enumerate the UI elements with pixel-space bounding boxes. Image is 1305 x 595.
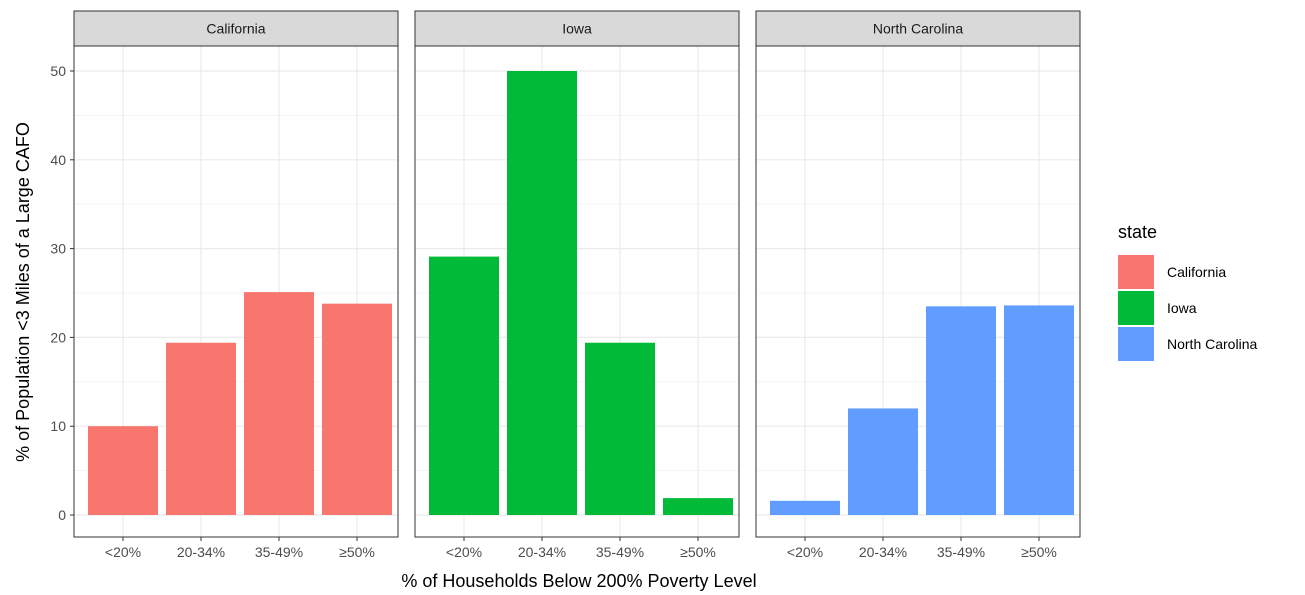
bar-iowa-3 bbox=[663, 498, 733, 515]
facet-panel-north-carolina: North Carolina <20% 20-34% 35-49% ≥50% bbox=[755, 10, 1081, 560]
legend-label: Iowa bbox=[1167, 300, 1197, 316]
legend-swatch-north-carolina bbox=[1118, 327, 1154, 361]
facet-strip-label: Iowa bbox=[562, 21, 592, 37]
legend-label: California bbox=[1167, 264, 1226, 280]
bar-california-2 bbox=[244, 292, 314, 515]
x-tick-label: ≥50% bbox=[680, 544, 716, 560]
panel-border bbox=[73, 45, 399, 538]
bar-california-0 bbox=[88, 426, 158, 515]
facet-panel-california: California <20% 20-34% 35-49% ≥50% bbox=[73, 10, 399, 560]
facet-strip bbox=[755, 10, 1081, 47]
bar-iowa-0 bbox=[429, 256, 499, 515]
legend-swatch-iowa bbox=[1118, 291, 1154, 325]
legend-label: North Carolina bbox=[1167, 336, 1257, 352]
facet-strip-label: North Carolina bbox=[873, 21, 963, 37]
x-axis-title: % of Households Below 200% Poverty Level bbox=[401, 571, 756, 591]
y-tick-label: 30 bbox=[50, 241, 66, 257]
facet-panels: California <20% 20-34% 35-49% ≥50% Iowa <20% 20… bbox=[73, 10, 1081, 560]
facet-strip-label: California bbox=[206, 21, 265, 37]
bar-iowa-2 bbox=[585, 342, 655, 515]
facet-panel-iowa: Iowa <20% 20-34% 35-49% ≥50% bbox=[414, 10, 740, 560]
x-tick-label: <20% bbox=[787, 544, 823, 560]
bar-north-carolina-0 bbox=[770, 500, 840, 515]
legend-items: California Iowa North Carolina bbox=[1118, 255, 1257, 361]
legend-title: state bbox=[1118, 222, 1157, 242]
x-tick-label: 20-34% bbox=[177, 544, 225, 560]
panel-border bbox=[414, 45, 740, 538]
bar-north-carolina-3 bbox=[1004, 305, 1074, 515]
bar-north-carolina-1 bbox=[848, 408, 918, 515]
y-axis: 0 10 20 30 40 50 bbox=[50, 63, 74, 523]
x-tick-label: ≥50% bbox=[1021, 544, 1057, 560]
x-tick-label: 35-49% bbox=[255, 544, 303, 560]
facet-strip bbox=[414, 10, 740, 47]
y-tick-label: 40 bbox=[50, 152, 66, 168]
facet-strip bbox=[73, 10, 399, 47]
y-tick-label: 50 bbox=[50, 63, 66, 79]
x-tick-label: 35-49% bbox=[596, 544, 644, 560]
y-axis-title: % of Population <3 Miles of a Large CAFO bbox=[13, 122, 33, 462]
bar-north-carolina-2 bbox=[926, 306, 996, 515]
bar-california-3 bbox=[322, 303, 392, 515]
x-tick-label: <20% bbox=[446, 544, 482, 560]
y-tick-label: 10 bbox=[50, 418, 66, 434]
x-tick-label: 35-49% bbox=[937, 544, 985, 560]
x-tick-label: ≥50% bbox=[339, 544, 375, 560]
panel-border bbox=[755, 45, 1081, 538]
y-tick-label: 0 bbox=[58, 507, 66, 523]
legend-swatch-california bbox=[1118, 255, 1154, 289]
x-tick-label: <20% bbox=[105, 544, 141, 560]
x-tick-label: 20-34% bbox=[518, 544, 566, 560]
y-tick-label: 20 bbox=[50, 329, 66, 345]
legend: state California Iowa North Carolina bbox=[1118, 222, 1257, 361]
bar-california-1 bbox=[166, 342, 236, 515]
bar-iowa-1 bbox=[507, 71, 577, 515]
x-tick-label: 20-34% bbox=[859, 544, 907, 560]
